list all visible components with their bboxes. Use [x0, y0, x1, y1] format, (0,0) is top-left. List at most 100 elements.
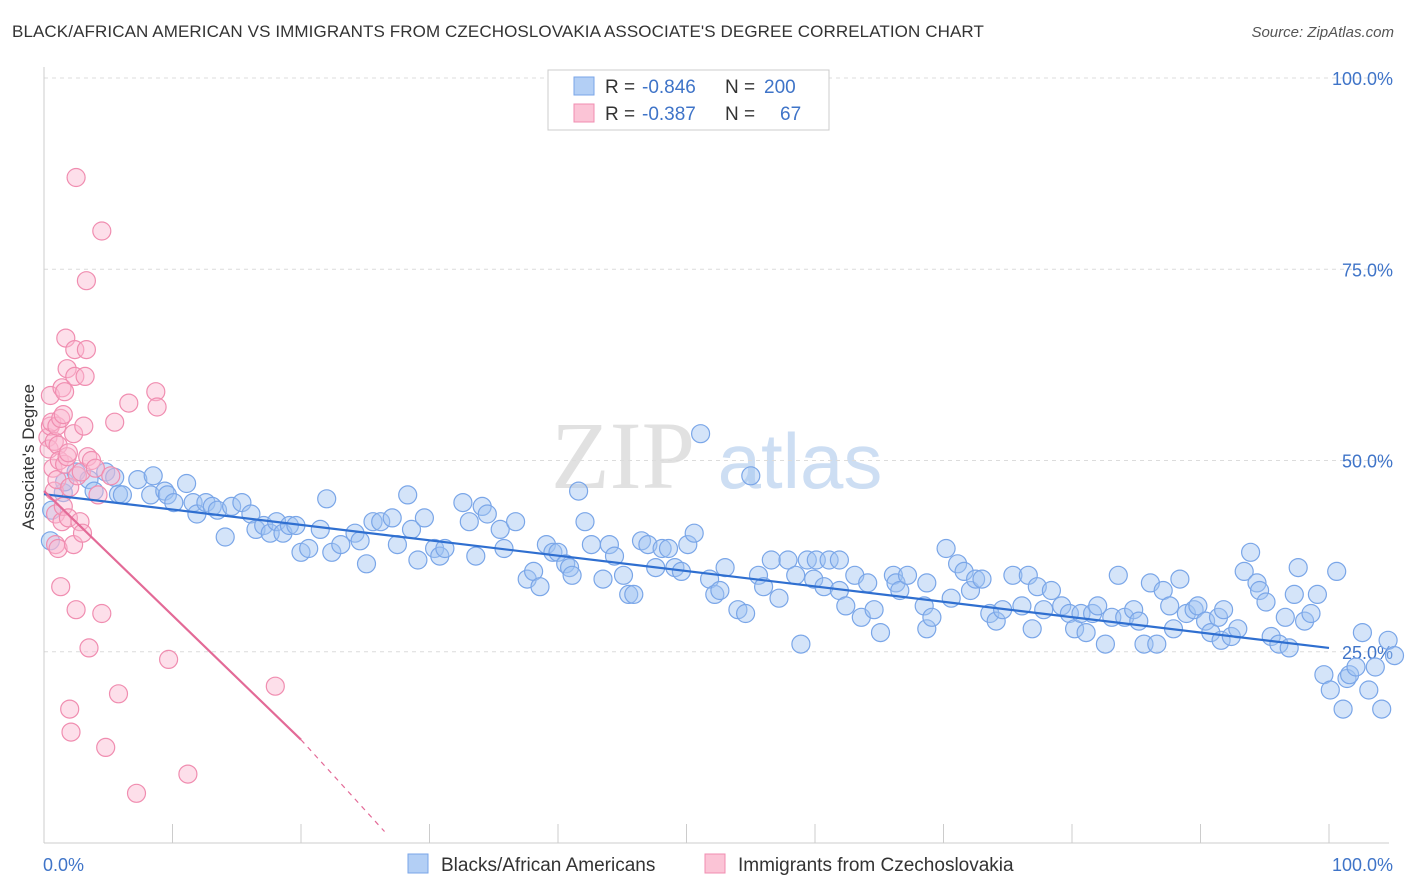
data-point: [1301, 603, 1321, 624]
data-point: [1320, 680, 1340, 700]
data-point: [58, 508, 79, 528]
data-point: [897, 565, 918, 585]
data-point: [408, 550, 428, 570]
series-immigrants-from-czechoslovakia: [38, 167, 285, 803]
y-tick-label: 75.0%: [1342, 260, 1393, 280]
data-point: [79, 638, 99, 658]
data-point: [51, 577, 71, 597]
data-point: [350, 531, 370, 551]
data-point: [72, 523, 93, 543]
data-point: [65, 340, 85, 360]
data-point: [954, 561, 974, 582]
data-point: [128, 470, 148, 490]
data-point: [710, 580, 730, 601]
data-point: [1275, 607, 1295, 627]
x-tick-label-end: 100.0%: [1332, 855, 1393, 875]
data-point: [864, 600, 884, 620]
y-tick-label: 50.0%: [1342, 452, 1393, 472]
data-point: [1365, 657, 1385, 677]
data-point: [1294, 611, 1315, 631]
data-point: [66, 167, 86, 188]
data-point: [917, 573, 937, 593]
data-point: [108, 684, 129, 704]
data-point: [1228, 619, 1248, 639]
data-point: [684, 523, 704, 543]
data-point: [690, 424, 711, 444]
data-point: [112, 485, 133, 505]
data-point: [804, 569, 824, 589]
data-point: [986, 611, 1006, 631]
data-point: [1041, 580, 1062, 601]
data-point: [371, 512, 391, 532]
data-point: [947, 554, 968, 574]
data-point: [1333, 699, 1353, 719]
data-point: [310, 519, 330, 540]
data-point: [1095, 634, 1116, 654]
data-point: [146, 382, 166, 402]
data-point: [44, 431, 64, 451]
data-point: [382, 508, 402, 528]
data-point: [914, 596, 934, 616]
data-point: [604, 546, 625, 566]
data-point: [96, 737, 116, 758]
data-point: [76, 271, 97, 291]
data-point: [581, 534, 602, 555]
data-point: [819, 550, 839, 570]
data-point: [414, 508, 434, 528]
data-point: [559, 557, 580, 578]
trend-line: [43, 490, 302, 741]
data-point: [74, 416, 94, 436]
data-point: [1170, 569, 1190, 589]
data-point: [1346, 657, 1366, 677]
data-point: [75, 366, 95, 386]
data-point: [624, 584, 644, 605]
data-point: [1213, 600, 1234, 620]
legend: Blacks/African Americans Immigrants from…: [407, 853, 1014, 876]
data-point: [791, 634, 811, 654]
data-point: [778, 550, 798, 570]
data-point: [786, 565, 806, 585]
data-point: [1088, 596, 1108, 616]
stats-r-label-2: R =: [605, 104, 635, 125]
data-point: [61, 722, 81, 742]
data-point: [593, 569, 613, 589]
data-point: [1129, 611, 1149, 631]
data-point: [965, 569, 986, 589]
data-point: [147, 397, 167, 417]
data-point: [265, 676, 285, 696]
data-point: [215, 527, 235, 547]
data-point: [143, 466, 163, 486]
stats-r-value-2: -0.387: [642, 104, 696, 125]
data-point: [1124, 600, 1144, 620]
data-point: [58, 443, 79, 463]
svg-text:R = -0.387 N =: R = -0.387 N = 67: [605, 104, 801, 125]
data-point: [1249, 580, 1270, 601]
data-point: [972, 569, 992, 589]
data-point: [1247, 573, 1267, 593]
data-point: [960, 580, 981, 601]
x-tick-labels: 0.0% 100.0%: [43, 855, 1393, 875]
data-point: [96, 462, 116, 482]
chart-title: BLACK/AFRICAN AMERICAN VS IMMIGRANTS FRO…: [12, 22, 984, 41]
data-point: [735, 603, 756, 624]
data-point: [1284, 584, 1304, 605]
data-point: [1288, 557, 1308, 578]
stats-swatch-pink: [573, 103, 595, 123]
stats-r-value-1: -0.846: [642, 77, 696, 98]
data-point: [453, 493, 473, 513]
stats-box-frame: [547, 69, 830, 131]
data-point: [63, 424, 84, 444]
data-point: [638, 534, 658, 555]
data-point: [613, 565, 634, 585]
data-point: [79, 470, 99, 490]
data-point: [178, 764, 198, 784]
data-point: [222, 496, 242, 516]
data-point: [836, 596, 856, 616]
data-point: [652, 538, 672, 559]
stats-n-value-2: 67: [780, 104, 801, 125]
trend-line: [43, 493, 1330, 650]
data-point: [568, 481, 589, 501]
data-point: [159, 649, 179, 670]
trend-line-extension: [300, 739, 385, 832]
stats-n-label-2: N =: [725, 104, 755, 125]
